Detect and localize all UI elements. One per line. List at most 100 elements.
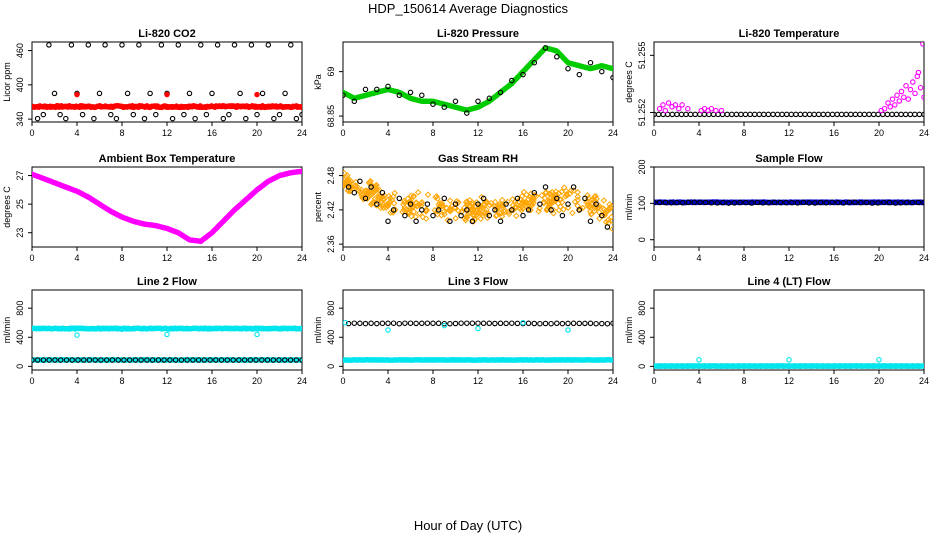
data-point [362, 187, 369, 194]
panel-7: Line 2 Flow ml/min 0 4 8 12 16 20 24 0 400 800 [2, 276, 307, 386]
data-point [678, 111, 685, 118]
x-tick-label: 20 [252, 376, 262, 386]
data-point [610, 357, 613, 363]
x-tick-label: 8 [430, 376, 435, 386]
data-point [846, 199, 853, 205]
data-point [687, 111, 694, 118]
y-tick-label: 460 [15, 43, 25, 58]
data-point [829, 111, 836, 118]
plot-frame [342, 41, 614, 123]
data-point [559, 320, 566, 327]
x-tick-label: 24 [297, 253, 307, 263]
data-point [802, 111, 808, 118]
plot-area [654, 357, 924, 369]
data-point [562, 187, 570, 195]
data-point [241, 357, 248, 363]
data-point [794, 200, 801, 206]
data-point [756, 111, 763, 118]
data-point [582, 195, 588, 202]
data-point [501, 206, 509, 214]
data-point [535, 208, 542, 215]
data-point [604, 320, 611, 327]
y-axis-label: kPa [313, 74, 323, 90]
data-point [901, 94, 907, 100]
data-point [63, 115, 69, 122]
data-point [881, 199, 887, 206]
data-point [367, 177, 374, 185]
data-point [852, 111, 859, 118]
data-point [525, 207, 532, 213]
data-point [130, 111, 137, 118]
data-point [358, 186, 365, 194]
x-tick-label: 24 [608, 376, 618, 386]
data-point [662, 199, 669, 206]
data-point [402, 320, 408, 326]
x-tick-label: 4 [74, 128, 79, 138]
data-point [548, 320, 554, 327]
data-point [209, 90, 215, 97]
data-point [610, 65, 613, 72]
x-tick-label: 4 [385, 253, 390, 263]
data-point [141, 115, 148, 122]
y-tick-label: 0 [15, 364, 25, 369]
data-point [609, 225, 613, 233]
data-point [98, 357, 104, 363]
data-point [254, 91, 260, 98]
page-title: HDP_150614 Average Diagnostics [368, 1, 568, 16]
data-point [452, 320, 459, 327]
data-point [443, 204, 450, 212]
data-point [509, 207, 515, 213]
x-tick-label: 12 [784, 376, 794, 386]
data-point [413, 199, 420, 207]
data-point [136, 42, 142, 48]
x-tick-label: 24 [919, 253, 929, 263]
data-point [446, 197, 454, 204]
data-point [419, 92, 425, 99]
data-point [351, 189, 358, 196]
x-tick-label: 0 [340, 376, 345, 386]
data-point [761, 111, 767, 118]
data-point [885, 100, 891, 106]
data-point [881, 105, 888, 112]
data-point [668, 200, 674, 206]
data-point [391, 206, 399, 213]
data-point [405, 199, 412, 206]
data-point [747, 111, 753, 118]
data-point [419, 207, 425, 213]
data-point [554, 195, 560, 202]
data-point [537, 320, 543, 327]
data-point [584, 198, 592, 205]
data-point [609, 217, 613, 224]
data-point [441, 104, 448, 110]
data-point [475, 325, 481, 332]
data-point [270, 357, 277, 363]
data-point [351, 320, 358, 326]
data-point [731, 200, 738, 206]
data-point [254, 331, 260, 338]
data-point [287, 357, 294, 363]
data-point [789, 199, 795, 206]
data-point [271, 115, 277, 122]
x-tick-label: 4 [385, 128, 390, 138]
data-point [265, 42, 272, 48]
data-point [282, 90, 288, 97]
data-point [915, 199, 922, 206]
data-point [876, 357, 882, 363]
x-tick-label: 0 [340, 128, 345, 138]
panel-2: Li-820 Pressure kPa 0 4 8 12 16 20 24 68.85 69 [313, 28, 618, 138]
data-point [352, 178, 360, 186]
data-point [469, 218, 476, 225]
data-point [528, 197, 536, 204]
data-point [588, 204, 596, 212]
x-tick-label: 0 [651, 128, 656, 138]
data-point [407, 320, 414, 326]
data-point [742, 111, 749, 118]
data-point [497, 209, 505, 217]
panel-title: Li-820 Temperature [739, 28, 840, 40]
x-tick-label: 20 [563, 253, 573, 263]
y-tick-label: 2.48 [326, 167, 336, 185]
panel-title: Gas Stream RH [438, 153, 518, 165]
data-point [513, 212, 520, 220]
data-point [559, 212, 566, 219]
x-tick-label: 16 [829, 376, 839, 386]
